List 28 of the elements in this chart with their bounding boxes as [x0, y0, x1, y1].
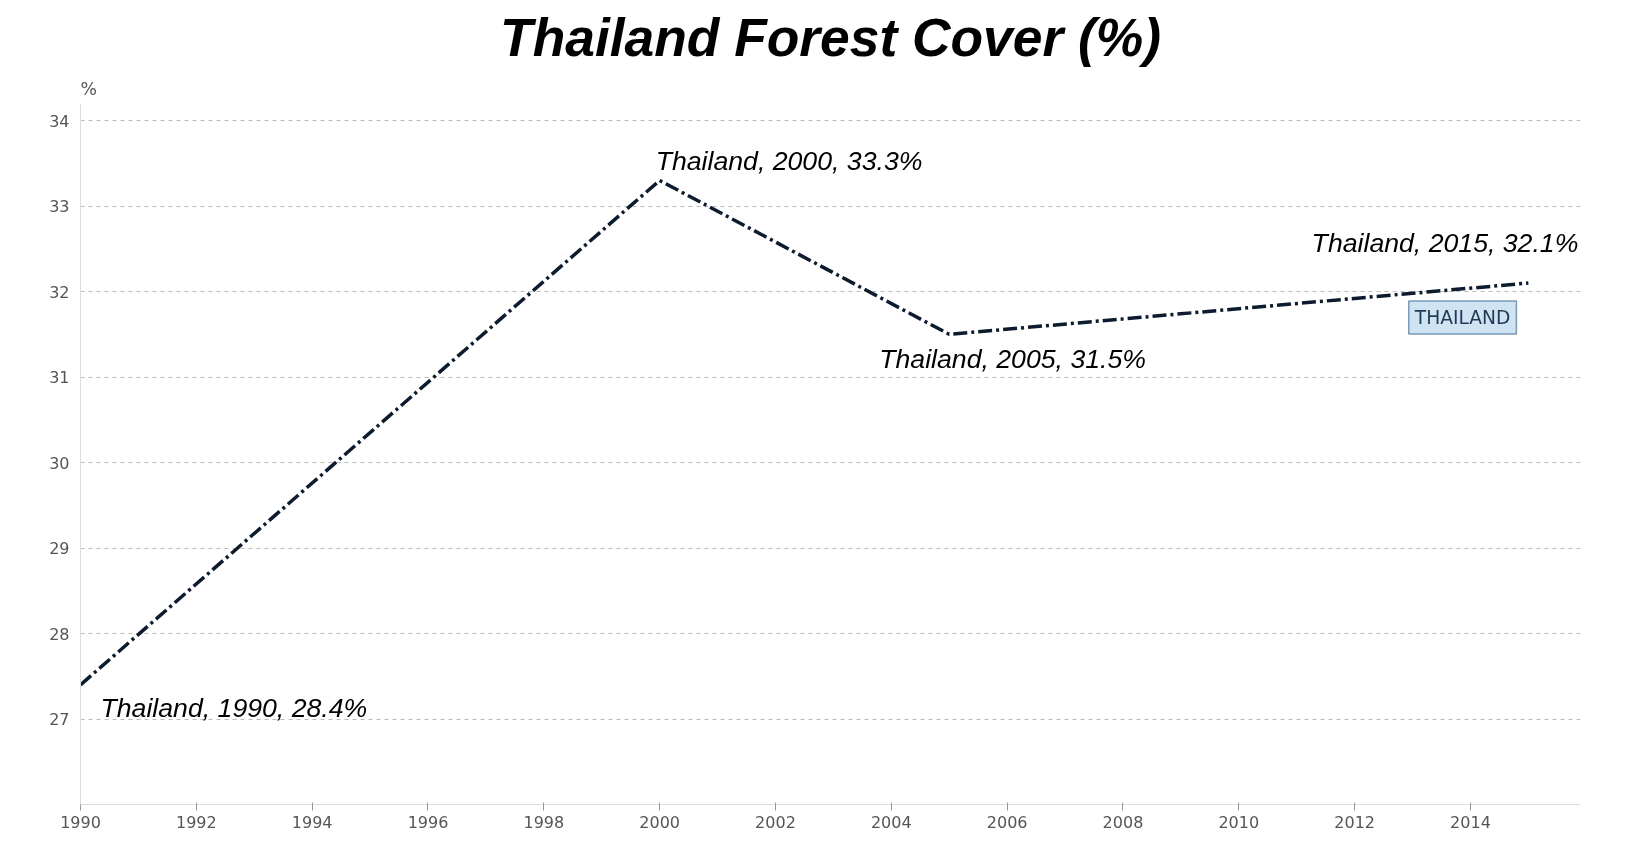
x-tick-label: 2006	[986, 812, 1028, 832]
y-tick-label: 28	[49, 624, 70, 644]
annotation: Thailand, 2015, 32.1%	[1311, 228, 1579, 259]
x-tick-label: 2008	[1102, 812, 1144, 832]
y-tick-label: 31	[49, 368, 70, 388]
annotation: Thailand, 2005, 31.5%	[879, 344, 1146, 375]
x-tick-label: 1994	[291, 812, 333, 832]
x-tick-label: 2010	[1218, 812, 1260, 832]
y-tick-label: 29	[49, 539, 70, 559]
x-tick-label: 1992	[175, 812, 217, 832]
x-tick-label: 1998	[523, 812, 565, 832]
y-axis-title: %	[80, 78, 97, 99]
y-tick-label: 27	[49, 710, 70, 730]
x-tick-label: 1996	[407, 812, 449, 832]
y-tick-label: 33	[49, 197, 70, 217]
y-tick-label: 34	[49, 111, 70, 131]
annotation: Thailand, 1990, 28.4%	[100, 692, 368, 723]
x-tick-label: 2000	[639, 812, 681, 832]
x-tick-label: 2014	[1450, 812, 1491, 832]
series-label: THAILAND	[1413, 307, 1511, 329]
x-tick-label: 1990	[60, 812, 101, 832]
y-tick-label: 30	[49, 453, 70, 473]
x-tick-label: 2012	[1334, 812, 1375, 832]
annotation: Thailand, 2000, 33.3%	[655, 146, 923, 177]
x-tick-label: 2002	[755, 812, 796, 832]
y-tick-label: 32	[49, 282, 70, 302]
x-tick-label: 2004	[870, 812, 912, 832]
chart-title: Thailand Forest Cover (%)	[500, 7, 1161, 67]
